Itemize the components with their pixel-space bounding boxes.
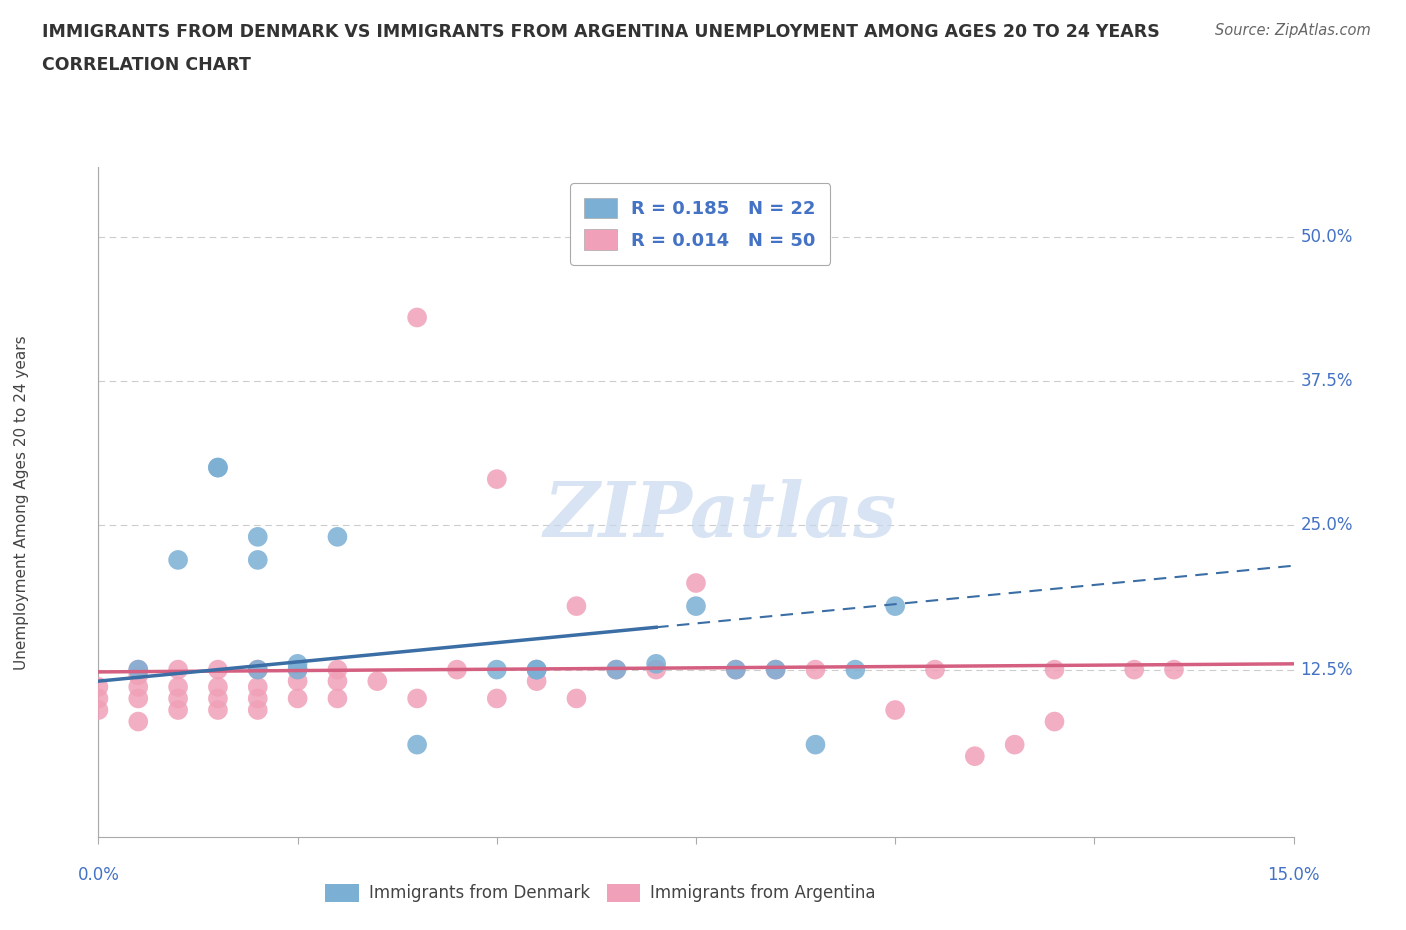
Point — [127, 714, 149, 729]
Point — [685, 576, 707, 591]
Point — [207, 662, 229, 677]
Point — [167, 702, 190, 717]
Text: 12.5%: 12.5% — [1301, 660, 1353, 679]
Point — [246, 552, 269, 567]
Text: 0.0%: 0.0% — [77, 866, 120, 884]
Point — [87, 680, 110, 695]
Point — [765, 662, 787, 677]
Point — [605, 662, 627, 677]
Point — [246, 691, 269, 706]
Point — [246, 702, 269, 717]
Point — [207, 680, 229, 695]
Point — [884, 702, 907, 717]
Point — [326, 529, 349, 544]
Point — [246, 662, 269, 677]
Point — [207, 460, 229, 475]
Point — [804, 737, 827, 752]
Point — [326, 662, 349, 677]
Point — [963, 749, 986, 764]
Point — [167, 680, 190, 695]
Point — [127, 668, 149, 683]
Text: 37.5%: 37.5% — [1301, 372, 1353, 390]
Point — [446, 662, 468, 677]
Point — [246, 680, 269, 695]
Point — [287, 673, 309, 688]
Point — [287, 691, 309, 706]
Point — [207, 702, 229, 717]
Point — [526, 662, 548, 677]
Point — [1043, 714, 1066, 729]
Text: Unemployment Among Ages 20 to 24 years: Unemployment Among Ages 20 to 24 years — [14, 335, 28, 670]
Point — [485, 472, 508, 486]
Point — [526, 673, 548, 688]
Point — [127, 662, 149, 677]
Point — [765, 662, 787, 677]
Point — [167, 691, 190, 706]
Point — [246, 662, 269, 677]
Point — [685, 599, 707, 614]
Point — [924, 662, 946, 677]
Text: IMMIGRANTS FROM DENMARK VS IMMIGRANTS FROM ARGENTINA UNEMPLOYMENT AMONG AGES 20 : IMMIGRANTS FROM DENMARK VS IMMIGRANTS FR… — [42, 23, 1160, 41]
Text: 25.0%: 25.0% — [1301, 516, 1353, 535]
Point — [1043, 662, 1066, 677]
Point — [1004, 737, 1026, 752]
Point — [724, 662, 747, 677]
Point — [287, 662, 309, 677]
Point — [246, 529, 269, 544]
Text: 15.0%: 15.0% — [1267, 866, 1320, 884]
Point — [406, 691, 429, 706]
Point — [605, 662, 627, 677]
Point — [565, 691, 588, 706]
Point — [526, 662, 548, 677]
Point — [127, 691, 149, 706]
Point — [127, 662, 149, 677]
Point — [406, 737, 429, 752]
Point — [127, 680, 149, 695]
Point — [207, 460, 229, 475]
Point — [326, 673, 349, 688]
Point — [844, 662, 866, 677]
Point — [287, 662, 309, 677]
Point — [406, 310, 429, 325]
Point — [87, 702, 110, 717]
Point — [485, 691, 508, 706]
Point — [645, 657, 668, 671]
Point — [485, 662, 508, 677]
Legend: Immigrants from Denmark, Immigrants from Argentina: Immigrants from Denmark, Immigrants from… — [319, 877, 882, 909]
Text: Source: ZipAtlas.com: Source: ZipAtlas.com — [1215, 23, 1371, 38]
Point — [884, 599, 907, 614]
Point — [167, 552, 190, 567]
Point — [526, 662, 548, 677]
Point — [167, 662, 190, 677]
Point — [804, 662, 827, 677]
Point — [87, 691, 110, 706]
Point — [565, 599, 588, 614]
Point — [326, 691, 349, 706]
Point — [366, 673, 388, 688]
Point — [724, 662, 747, 677]
Point — [1123, 662, 1146, 677]
Text: ZIPatlas: ZIPatlas — [543, 479, 897, 552]
Point — [287, 657, 309, 671]
Point — [1163, 662, 1185, 677]
Text: 50.0%: 50.0% — [1301, 228, 1353, 246]
Point — [207, 691, 229, 706]
Text: CORRELATION CHART: CORRELATION CHART — [42, 56, 252, 73]
Point — [645, 662, 668, 677]
